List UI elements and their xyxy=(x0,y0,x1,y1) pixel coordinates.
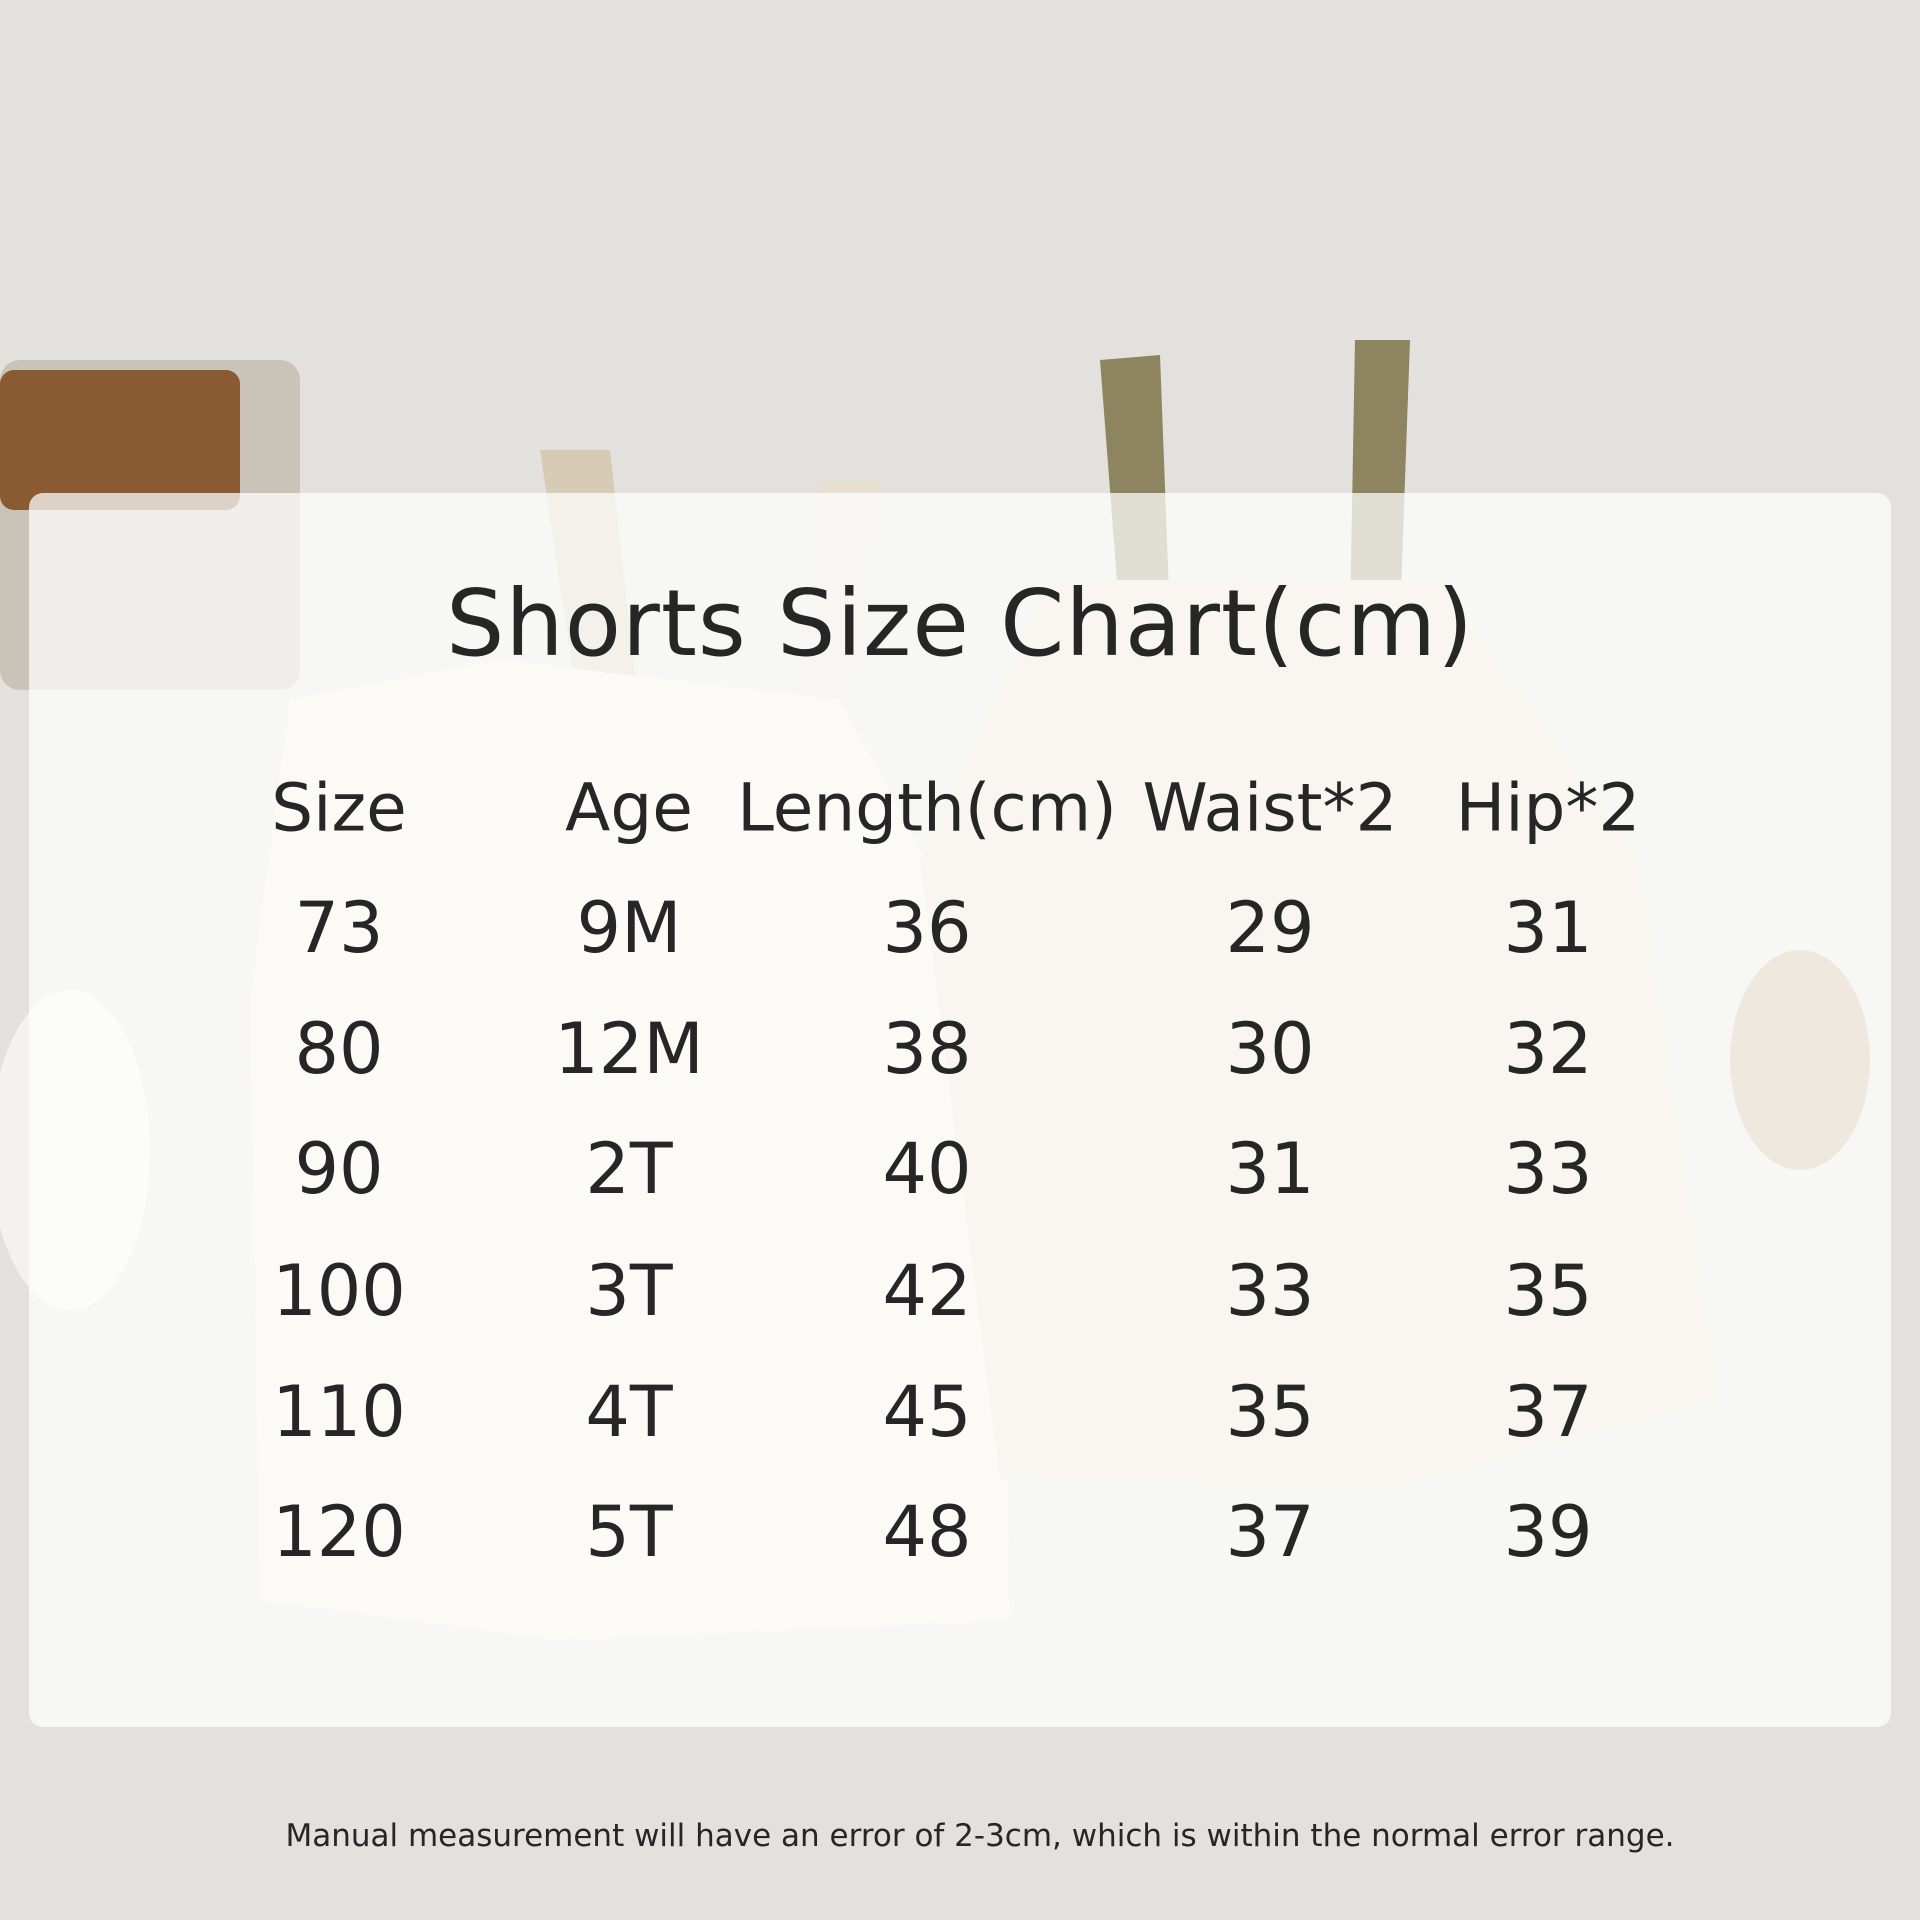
cell-age: 9M xyxy=(576,887,682,969)
cell-waist: 31 xyxy=(1225,1128,1315,1210)
cell-hip: 39 xyxy=(1503,1491,1593,1573)
cell-age: 12M xyxy=(554,1008,704,1090)
cell-hip: 32 xyxy=(1503,1008,1593,1090)
header-length: Length(cm) xyxy=(737,769,1117,847)
cell-hip: 33 xyxy=(1503,1128,1593,1210)
cell-waist: 29 xyxy=(1225,887,1315,969)
cell-length: 38 xyxy=(882,1008,972,1090)
cell-size: 110 xyxy=(272,1371,406,1453)
cell-waist: 35 xyxy=(1225,1371,1315,1453)
header-size: Size xyxy=(271,769,407,847)
cell-length: 36 xyxy=(882,887,972,969)
cell-length: 45 xyxy=(882,1371,972,1453)
cell-waist: 30 xyxy=(1225,1008,1315,1090)
cell-waist: 37 xyxy=(1225,1491,1315,1573)
cell-length: 48 xyxy=(882,1491,972,1573)
wallet-flap xyxy=(0,370,240,510)
chart-title: Shorts Size Chart(cm) xyxy=(446,570,1474,677)
size-chart-panel xyxy=(29,493,1891,1727)
cell-age: 2T xyxy=(585,1128,673,1210)
header-hip: Hip*2 xyxy=(1455,769,1641,847)
cell-length: 42 xyxy=(882,1250,972,1332)
cell-size: 80 xyxy=(294,1008,384,1090)
cell-hip: 37 xyxy=(1503,1371,1593,1453)
cell-length: 40 xyxy=(882,1128,972,1210)
cell-age: 3T xyxy=(585,1250,673,1332)
cell-hip: 31 xyxy=(1503,887,1593,969)
cell-waist: 33 xyxy=(1225,1250,1315,1332)
header-age: Age xyxy=(565,769,693,847)
cell-hip: 35 xyxy=(1503,1250,1593,1332)
cell-size: 90 xyxy=(294,1128,384,1210)
cell-age: 4T xyxy=(585,1371,673,1453)
header-waist: Waist*2 xyxy=(1142,769,1398,847)
cell-size: 73 xyxy=(294,887,384,969)
cell-age: 5T xyxy=(585,1491,673,1573)
cell-size: 120 xyxy=(272,1491,406,1573)
cell-size: 100 xyxy=(272,1250,406,1332)
measurement-note: Manual measurement will have an error of… xyxy=(285,1818,1675,1854)
